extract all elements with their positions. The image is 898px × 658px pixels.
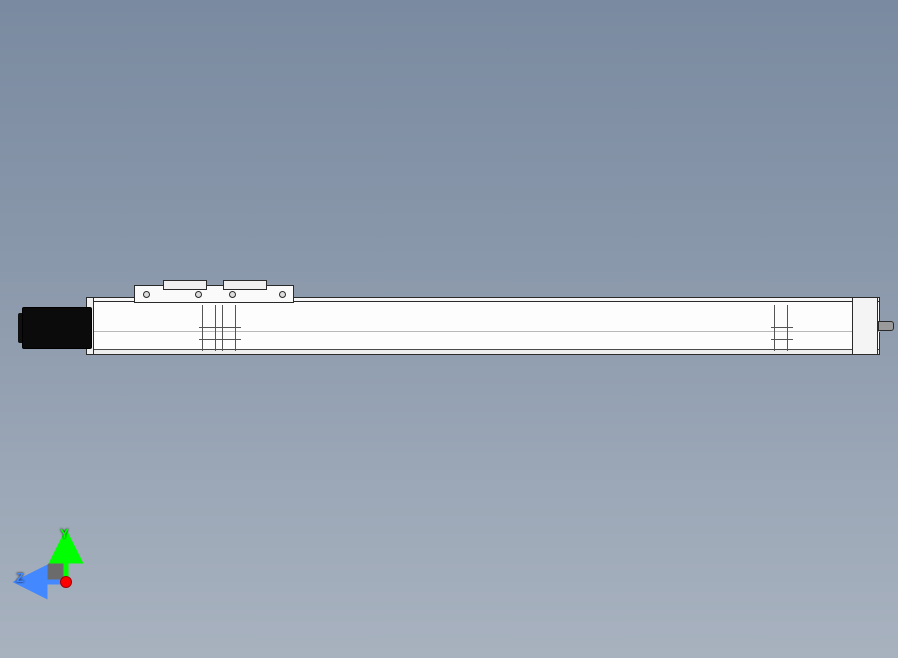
carriage-slide (134, 285, 294, 303)
cad-model-linear-actuator[interactable] (22, 297, 877, 359)
support-bracket (774, 305, 788, 351)
axis-label-y: Y (60, 526, 69, 541)
mounting-hole (195, 291, 202, 298)
stepper-motor (22, 307, 92, 349)
mounting-hole (143, 291, 150, 298)
output-shaft-stub (878, 321, 894, 331)
mounting-hole (279, 291, 286, 298)
axis-x-origin-dot (61, 577, 72, 588)
axis-label-z: Z (16, 570, 24, 585)
cad-3d-viewport[interactable]: Y Z (0, 0, 898, 658)
end-plate-right (852, 297, 878, 355)
carriage-top-block (223, 280, 267, 290)
support-bracket (222, 305, 236, 351)
mounting-hole (229, 291, 236, 298)
orientation-triad[interactable]: Y Z (18, 532, 88, 602)
support-bracket (202, 305, 216, 351)
carriage-top-block (163, 280, 207, 290)
